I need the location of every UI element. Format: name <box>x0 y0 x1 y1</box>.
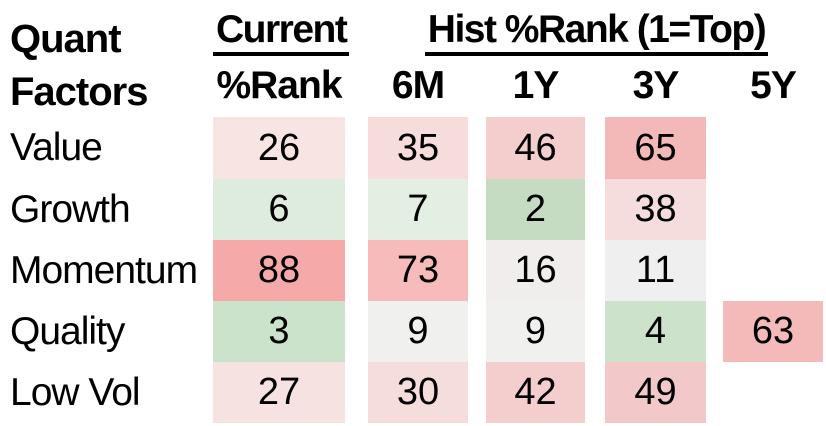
heatmap-cell-growth-current: 6 <box>213 179 345 240</box>
title-line-factors: Factors <box>10 70 148 114</box>
heatmap-cell-quality-current: 3 <box>213 301 345 362</box>
current-group-header: Current <box>213 8 350 56</box>
heatmap-cell-value-current: 26 <box>213 117 345 179</box>
heatmap-cell-lowvol-6m: 30 <box>368 362 468 423</box>
row-label-lowvol: Low Vol <box>10 370 141 414</box>
current-group-label: Current <box>213 9 350 56</box>
heatmap-cell-growth-1y: 2 <box>486 179 585 240</box>
row-label-quality: Quality <box>10 309 125 353</box>
heatmap-cell-growth-6m: 7 <box>368 179 468 240</box>
row-label-growth: Growth <box>10 187 131 231</box>
heatmap-cell-quality-5y: 63 <box>723 301 823 362</box>
heatmap-cell-growth-3y: 38 <box>605 179 706 240</box>
heatmap-cell-quality-6m: 9 <box>368 301 468 362</box>
heatmap-cell-value-3y: 65 <box>605 117 706 179</box>
column-header-6m: 6M <box>391 64 445 107</box>
column-header-current-rank: %Rank <box>216 64 342 107</box>
heatmap-cell-lowvol-current: 27 <box>213 362 345 423</box>
heatmap-cell-value-1y: 46 <box>486 117 585 179</box>
column-header-1y: 1Y <box>512 64 560 107</box>
hist-group-header: Hist %Rank (1=Top) <box>368 8 825 56</box>
heatmap-cell-lowvol-1y: 42 <box>486 362 585 423</box>
heatmap-cell-quality-1y: 9 <box>486 301 585 362</box>
heatmap-cell-lowvol-3y: 49 <box>605 362 706 423</box>
row-label-momentum: Momentum <box>10 248 198 292</box>
heatmap-cell-momentum-1y: 16 <box>486 240 585 301</box>
heatmap-cell-quality-3y: 4 <box>605 301 706 362</box>
heatmap-cell-momentum-6m: 73 <box>368 240 468 301</box>
hist-group-label: Hist %Rank (1=Top) <box>424 9 769 56</box>
title-line-quant: Quant <box>10 17 122 61</box>
page-title: Quant Factors <box>10 13 148 119</box>
row-label-value: Value <box>10 126 103 169</box>
heatmap-cell-momentum-current: 88 <box>213 240 345 301</box>
column-header-3y: 3Y <box>632 64 680 107</box>
column-header-5y: 5Y <box>750 64 797 107</box>
heatmap-cell-momentum-3y: 11 <box>605 240 706 301</box>
heatmap-cell-value-6m: 35 <box>368 117 468 179</box>
